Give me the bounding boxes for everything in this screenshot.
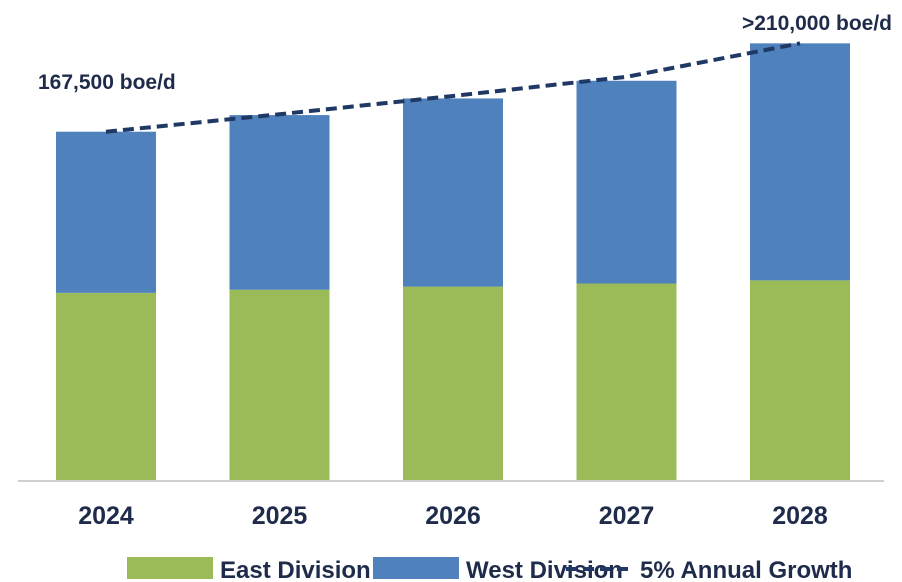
- bar-east-division-2025: [229, 289, 330, 480]
- legend: East Division West Division 5% Annual Gr…: [127, 557, 852, 582]
- legend-label-west: West Division: [466, 557, 623, 582]
- bar-west-division-2024: [56, 131, 156, 293]
- x-tick-labels: 2024 2025 2026 2027 2028: [78, 502, 828, 530]
- x-tick-label: 2026: [425, 502, 481, 530]
- bars-group: [56, 43, 850, 480]
- x-tick-label: 2025: [252, 502, 308, 530]
- bar-west-division-2027: [576, 80, 677, 284]
- legend-swatch-west: [373, 557, 459, 579]
- bar-east-division-2024: [56, 292, 156, 480]
- bar-west-division-2026: [403, 98, 503, 287]
- legend-swatch-east: [127, 557, 213, 579]
- x-tick-label: 2027: [599, 502, 655, 530]
- start-annotation: 167,500 boe/d: [38, 71, 176, 94]
- x-tick-label: 2028: [772, 502, 828, 530]
- bar-east-division-2027: [576, 283, 677, 480]
- legend-label-growth: 5% Annual Growth: [640, 557, 852, 582]
- bar-west-division-2025: [229, 115, 330, 290]
- bar-west-division-2028: [750, 43, 850, 281]
- end-annotation: >210,000 boe/d: [742, 12, 892, 35]
- bar-east-division-2026: [403, 286, 503, 480]
- legend-label-east: East Division: [220, 557, 371, 582]
- growth-trend-line: [105, 41, 801, 134]
- bar-east-division-2028: [750, 280, 850, 480]
- x-tick-label: 2024: [78, 502, 134, 530]
